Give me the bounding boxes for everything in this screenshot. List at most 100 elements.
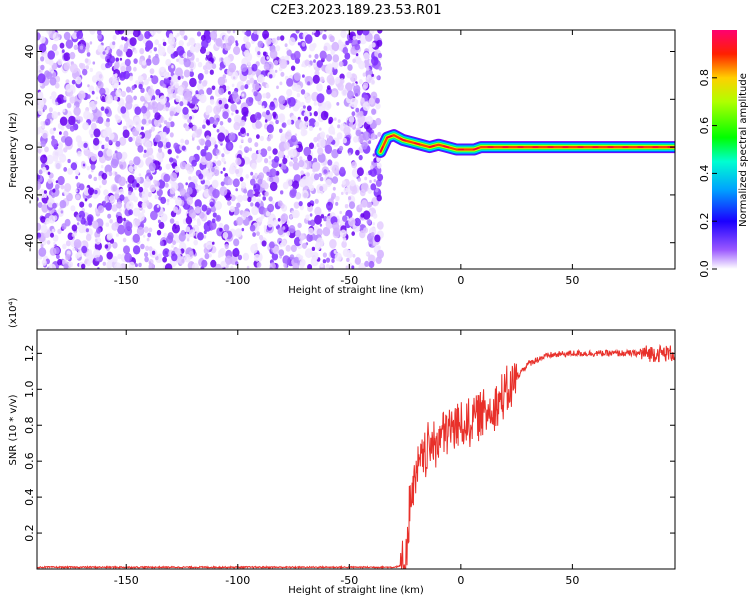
noise-speck xyxy=(349,121,354,128)
noise-speck xyxy=(204,69,209,75)
noise-speck xyxy=(101,144,105,150)
noise-speck xyxy=(57,34,61,38)
noise-speck xyxy=(212,212,217,218)
noise-speck xyxy=(197,232,204,241)
noise-speck xyxy=(372,222,376,226)
noise-speck xyxy=(40,140,46,148)
colorbar-tick-label: 0.6 xyxy=(698,117,711,135)
spectrogram-axes: -150 -100 -50 0 50 -40 -20 0 20 40 xyxy=(23,30,675,287)
noise-speck xyxy=(201,259,208,268)
noise-speck xyxy=(121,90,126,98)
noise-speck xyxy=(314,198,319,204)
noise-speck xyxy=(215,214,222,222)
noise-speck xyxy=(86,52,91,57)
noise-speck xyxy=(125,221,133,231)
noise-speck xyxy=(133,58,138,64)
noise-speck xyxy=(189,250,193,256)
noise-speck xyxy=(250,171,254,176)
noise-speck xyxy=(256,231,260,237)
noise-speck xyxy=(75,189,78,193)
noise-speck xyxy=(306,233,313,242)
noise-speck xyxy=(311,246,316,251)
noise-speck xyxy=(325,53,333,62)
noise-speck xyxy=(360,213,365,218)
noise-speck xyxy=(319,50,327,60)
noise-speck xyxy=(46,240,51,245)
noise-speck xyxy=(242,210,248,218)
noise-speck xyxy=(89,67,94,73)
noise-speck xyxy=(138,262,142,268)
noise-speck xyxy=(349,179,356,187)
noise-speck xyxy=(87,187,95,196)
noise-speck xyxy=(305,96,311,104)
noise-speck xyxy=(317,152,326,163)
noise-speck xyxy=(140,243,145,250)
colorbar-tick-label: 0.0 xyxy=(698,260,711,278)
noise-speck xyxy=(265,37,272,45)
noise-speck xyxy=(220,181,225,187)
noise-speck xyxy=(189,100,193,104)
noise-speck xyxy=(362,101,370,112)
noise-speck xyxy=(223,56,231,67)
noise-speck xyxy=(263,224,268,230)
noise-speck xyxy=(89,30,96,35)
noise-speck xyxy=(300,170,305,176)
noise-speck xyxy=(84,58,89,64)
noise-speck xyxy=(125,94,133,104)
noise-speck xyxy=(108,139,112,145)
colorbar-gradient xyxy=(712,30,737,269)
noise-speck xyxy=(65,39,74,49)
noise-speck xyxy=(118,136,127,146)
noise-speck xyxy=(351,82,356,87)
noise-speck xyxy=(341,240,347,248)
noise-speck xyxy=(170,172,178,182)
noise-speck xyxy=(313,157,318,163)
noise-speck xyxy=(233,46,241,55)
noise-speck xyxy=(367,187,373,194)
noise-speck xyxy=(148,162,156,172)
noise-speck xyxy=(104,195,110,202)
noise-speck xyxy=(305,121,310,126)
noise-speck xyxy=(65,253,71,261)
noise-speck xyxy=(320,110,329,121)
noise-speck xyxy=(134,263,138,268)
noise-speck xyxy=(194,206,201,214)
noise-speck xyxy=(314,214,322,225)
noise-speck xyxy=(48,263,57,269)
noise-speck xyxy=(249,77,255,84)
noise-speck xyxy=(263,63,270,71)
noise-speck xyxy=(142,60,147,66)
noise-speck xyxy=(342,248,350,257)
noise-speck xyxy=(313,111,318,117)
noise-speck xyxy=(190,68,194,72)
noise-speck xyxy=(255,69,261,76)
noise-speck xyxy=(114,61,120,69)
noise-speck xyxy=(332,130,336,135)
noise-speck xyxy=(38,169,43,175)
noise-speck xyxy=(364,260,370,267)
noise-speck xyxy=(166,234,174,244)
noise-speck xyxy=(73,239,82,249)
noise-speck xyxy=(251,162,257,170)
noise-speck xyxy=(159,95,167,105)
noise-speck xyxy=(305,214,310,220)
noise-speck xyxy=(352,74,355,78)
noise-speck xyxy=(38,247,47,257)
noise-speck xyxy=(365,115,373,125)
noise-speck xyxy=(61,49,65,53)
noise-speck xyxy=(318,172,322,178)
noise-speck xyxy=(196,220,202,226)
noise-speck xyxy=(218,99,223,105)
noise-speck xyxy=(215,155,218,159)
noise-speck xyxy=(213,105,221,115)
noise-speck xyxy=(86,251,93,260)
noise-speck xyxy=(201,204,208,212)
noise-speck xyxy=(301,63,304,67)
noise-speck xyxy=(79,45,84,50)
noise-speck xyxy=(205,135,210,141)
noise-speck xyxy=(37,232,42,238)
noise-speck xyxy=(377,173,384,182)
noise-speck xyxy=(69,51,76,60)
noise-speck xyxy=(63,31,71,41)
noise-speck xyxy=(219,227,223,232)
